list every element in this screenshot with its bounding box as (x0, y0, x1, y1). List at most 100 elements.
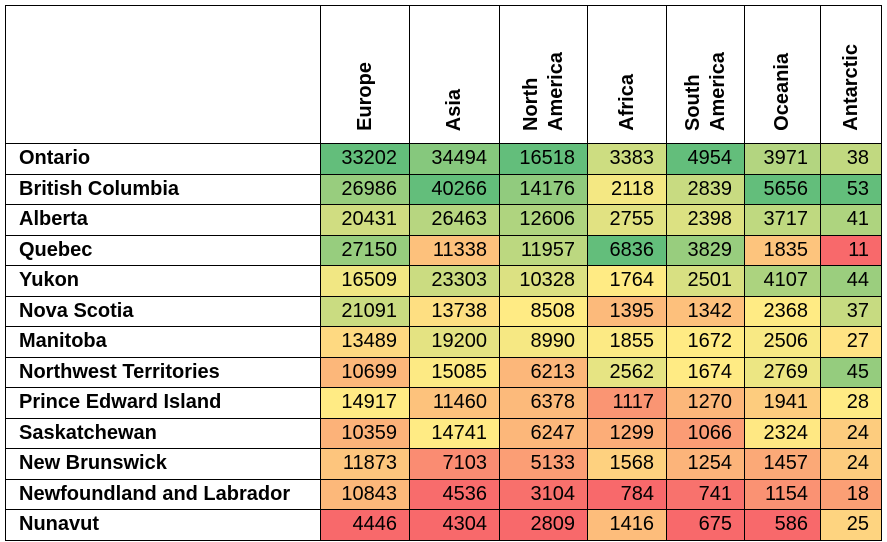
heatmap-cell: 2562 (587, 356, 667, 388)
table-row: Nunavut 4446 4304 2809 1416 675 586 25 (5, 509, 882, 541)
heatmap-cell: 1299 (587, 417, 667, 449)
heatmap-cell: 1117 (587, 387, 667, 419)
heatmap-cell: 1416 (587, 509, 667, 541)
heatmap-cell: 14741 (409, 417, 500, 449)
table-row: Saskatchewan 10359 14741 6247 1299 1066 2324 24 (5, 417, 882, 449)
row-label-quebec: Quebec (5, 234, 321, 266)
heatmap-cell: 24 (820, 417, 882, 449)
heatmap-cell: 2398 (666, 204, 745, 236)
heatmap-cell: 41 (820, 204, 882, 236)
heatmap-cell: 1457 (744, 448, 821, 480)
heatmap-cell: 741 (666, 478, 745, 510)
heatmap-cell: 18 (820, 478, 882, 510)
row-label-nova-scotia: Nova Scotia (5, 295, 321, 327)
column-header-label: Oceania (771, 53, 793, 131)
column-header-north-america: North America (499, 5, 588, 144)
heatmap-cell: 6247 (499, 417, 588, 449)
column-header-south-america: South America (666, 5, 745, 144)
heatmap-cell: 45 (820, 356, 882, 388)
heatmap-cell: 1674 (666, 356, 745, 388)
column-header-europe: Europe (320, 5, 410, 144)
table-row: Newfoundland and Labrador 10843 4536 3104 78… (5, 478, 882, 510)
heatmap-cell: 27150 (320, 234, 410, 266)
heatmap-cell: 1835 (744, 234, 821, 266)
heatmap-cell: 675 (666, 509, 745, 541)
heatmap-cell: 6378 (499, 387, 588, 419)
heatmap-cell: 10699 (320, 356, 410, 388)
table-row: Prince Edward Island 14917 11460 6378 1117 12… (5, 387, 882, 419)
heatmap-cell: 26463 (409, 204, 500, 236)
row-label-ontario: Ontario (5, 143, 321, 175)
heatmap-cell: 21091 (320, 295, 410, 327)
heatmap-cell: 44 (820, 265, 882, 297)
row-label-nunavut: Nunavut (5, 509, 321, 541)
heatmap-cell: 2324 (744, 417, 821, 449)
heatmap-cell: 11873 (320, 448, 410, 480)
heatmap-cell: 3104 (499, 478, 588, 510)
heatmap-cell: 14917 (320, 387, 410, 419)
row-label-manitoba: Manitoba (5, 326, 321, 358)
header-row: Europe Asia North America Africa South Ameri… (5, 5, 882, 144)
heatmap-cell: 25 (820, 509, 882, 541)
heatmap-cell: 15085 (409, 356, 500, 388)
heatmap-cell: 1672 (666, 326, 745, 358)
heatmap-cell: 13489 (320, 326, 410, 358)
heatmap-cell: 1254 (666, 448, 745, 480)
heatmap-cell: 1270 (666, 387, 745, 419)
heatmap-cell: 24 (820, 448, 882, 480)
heatmap-cell: 37 (820, 295, 882, 327)
table-row: Yukon 16509 23303 10328 1764 2501 4107 44 (5, 265, 882, 297)
heatmap-cell: 4536 (409, 478, 500, 510)
heatmap-cell: 2118 (587, 173, 667, 205)
column-header-label: North America (519, 52, 567, 131)
table-row: Quebec 27150 11338 11957 6836 3829 1835 11 (5, 234, 882, 266)
heatmap-cell: 2368 (744, 295, 821, 327)
heatmap-cell: 28 (820, 387, 882, 419)
heatmap-cell: 23303 (409, 265, 500, 297)
heatmap-cell: 11338 (409, 234, 500, 266)
heatmap-cell: 11460 (409, 387, 500, 419)
heatmap-cell: 2506 (744, 326, 821, 358)
heatmap-cell: 10843 (320, 478, 410, 510)
heatmap-cell: 784 (587, 478, 667, 510)
heatmap-cell: 10328 (499, 265, 588, 297)
heatmap-cell: 5133 (499, 448, 588, 480)
heatmap-cell: 10359 (320, 417, 410, 449)
row-label-northwest-territories: Northwest Territories (5, 356, 321, 388)
table-row: Manitoba 13489 19200 8990 1855 1672 2506 27 (5, 326, 882, 358)
heatmap-cell: 4446 (320, 509, 410, 541)
heatmap-cell: 1395 (587, 295, 667, 327)
heatmap-cell: 2501 (666, 265, 745, 297)
heatmap-cell: 13738 (409, 295, 500, 327)
column-header-oceania: Oceania (744, 5, 821, 144)
column-header-label: Europe (353, 62, 376, 131)
heatmap-cell: 4304 (409, 509, 500, 541)
column-header-africa: Africa (587, 5, 667, 144)
table-row: Alberta 20431 26463 12606 2755 2398 3717 41 (5, 204, 882, 236)
heatmap-cell: 2839 (666, 173, 745, 205)
row-label-saskatchewan: Saskatchewan (5, 417, 321, 449)
column-header-label: South America (681, 52, 729, 131)
heatmap-cell: 26986 (320, 173, 410, 205)
heatmap-cell: 20431 (320, 204, 410, 236)
row-label-newfoundland-and-labrador: Newfoundland and Labrador (5, 478, 321, 510)
heatmap-cell: 34494 (409, 143, 500, 175)
heatmap-cell: 38 (820, 143, 882, 175)
column-header-antarctic: Antarctic (820, 5, 882, 144)
row-label-new-brunswick: New Brunswick (5, 448, 321, 480)
heatmap-cell: 19200 (409, 326, 500, 358)
column-header-label: Asia (443, 88, 465, 131)
heatmap-cell: 12606 (499, 204, 588, 236)
column-header-asia: Asia (409, 5, 500, 144)
heatmap-cell: 3829 (666, 234, 745, 266)
table-row: British Columbia 26986 40266 14176 2118 2839 5… (5, 173, 882, 205)
heatmap-cell: 3971 (744, 143, 821, 175)
heatmap-cell: 14176 (499, 173, 588, 205)
heatmap-cell: 16509 (320, 265, 410, 297)
table-row: Northwest Territories 10699 15085 6213 2562 1… (5, 356, 882, 388)
heatmap-cell: 4107 (744, 265, 821, 297)
heatmap-cell: 27 (820, 326, 882, 358)
heatmap-cell: 8990 (499, 326, 588, 358)
heatmap-cell: 11 (820, 234, 882, 266)
heatmap-cell: 40266 (409, 173, 500, 205)
